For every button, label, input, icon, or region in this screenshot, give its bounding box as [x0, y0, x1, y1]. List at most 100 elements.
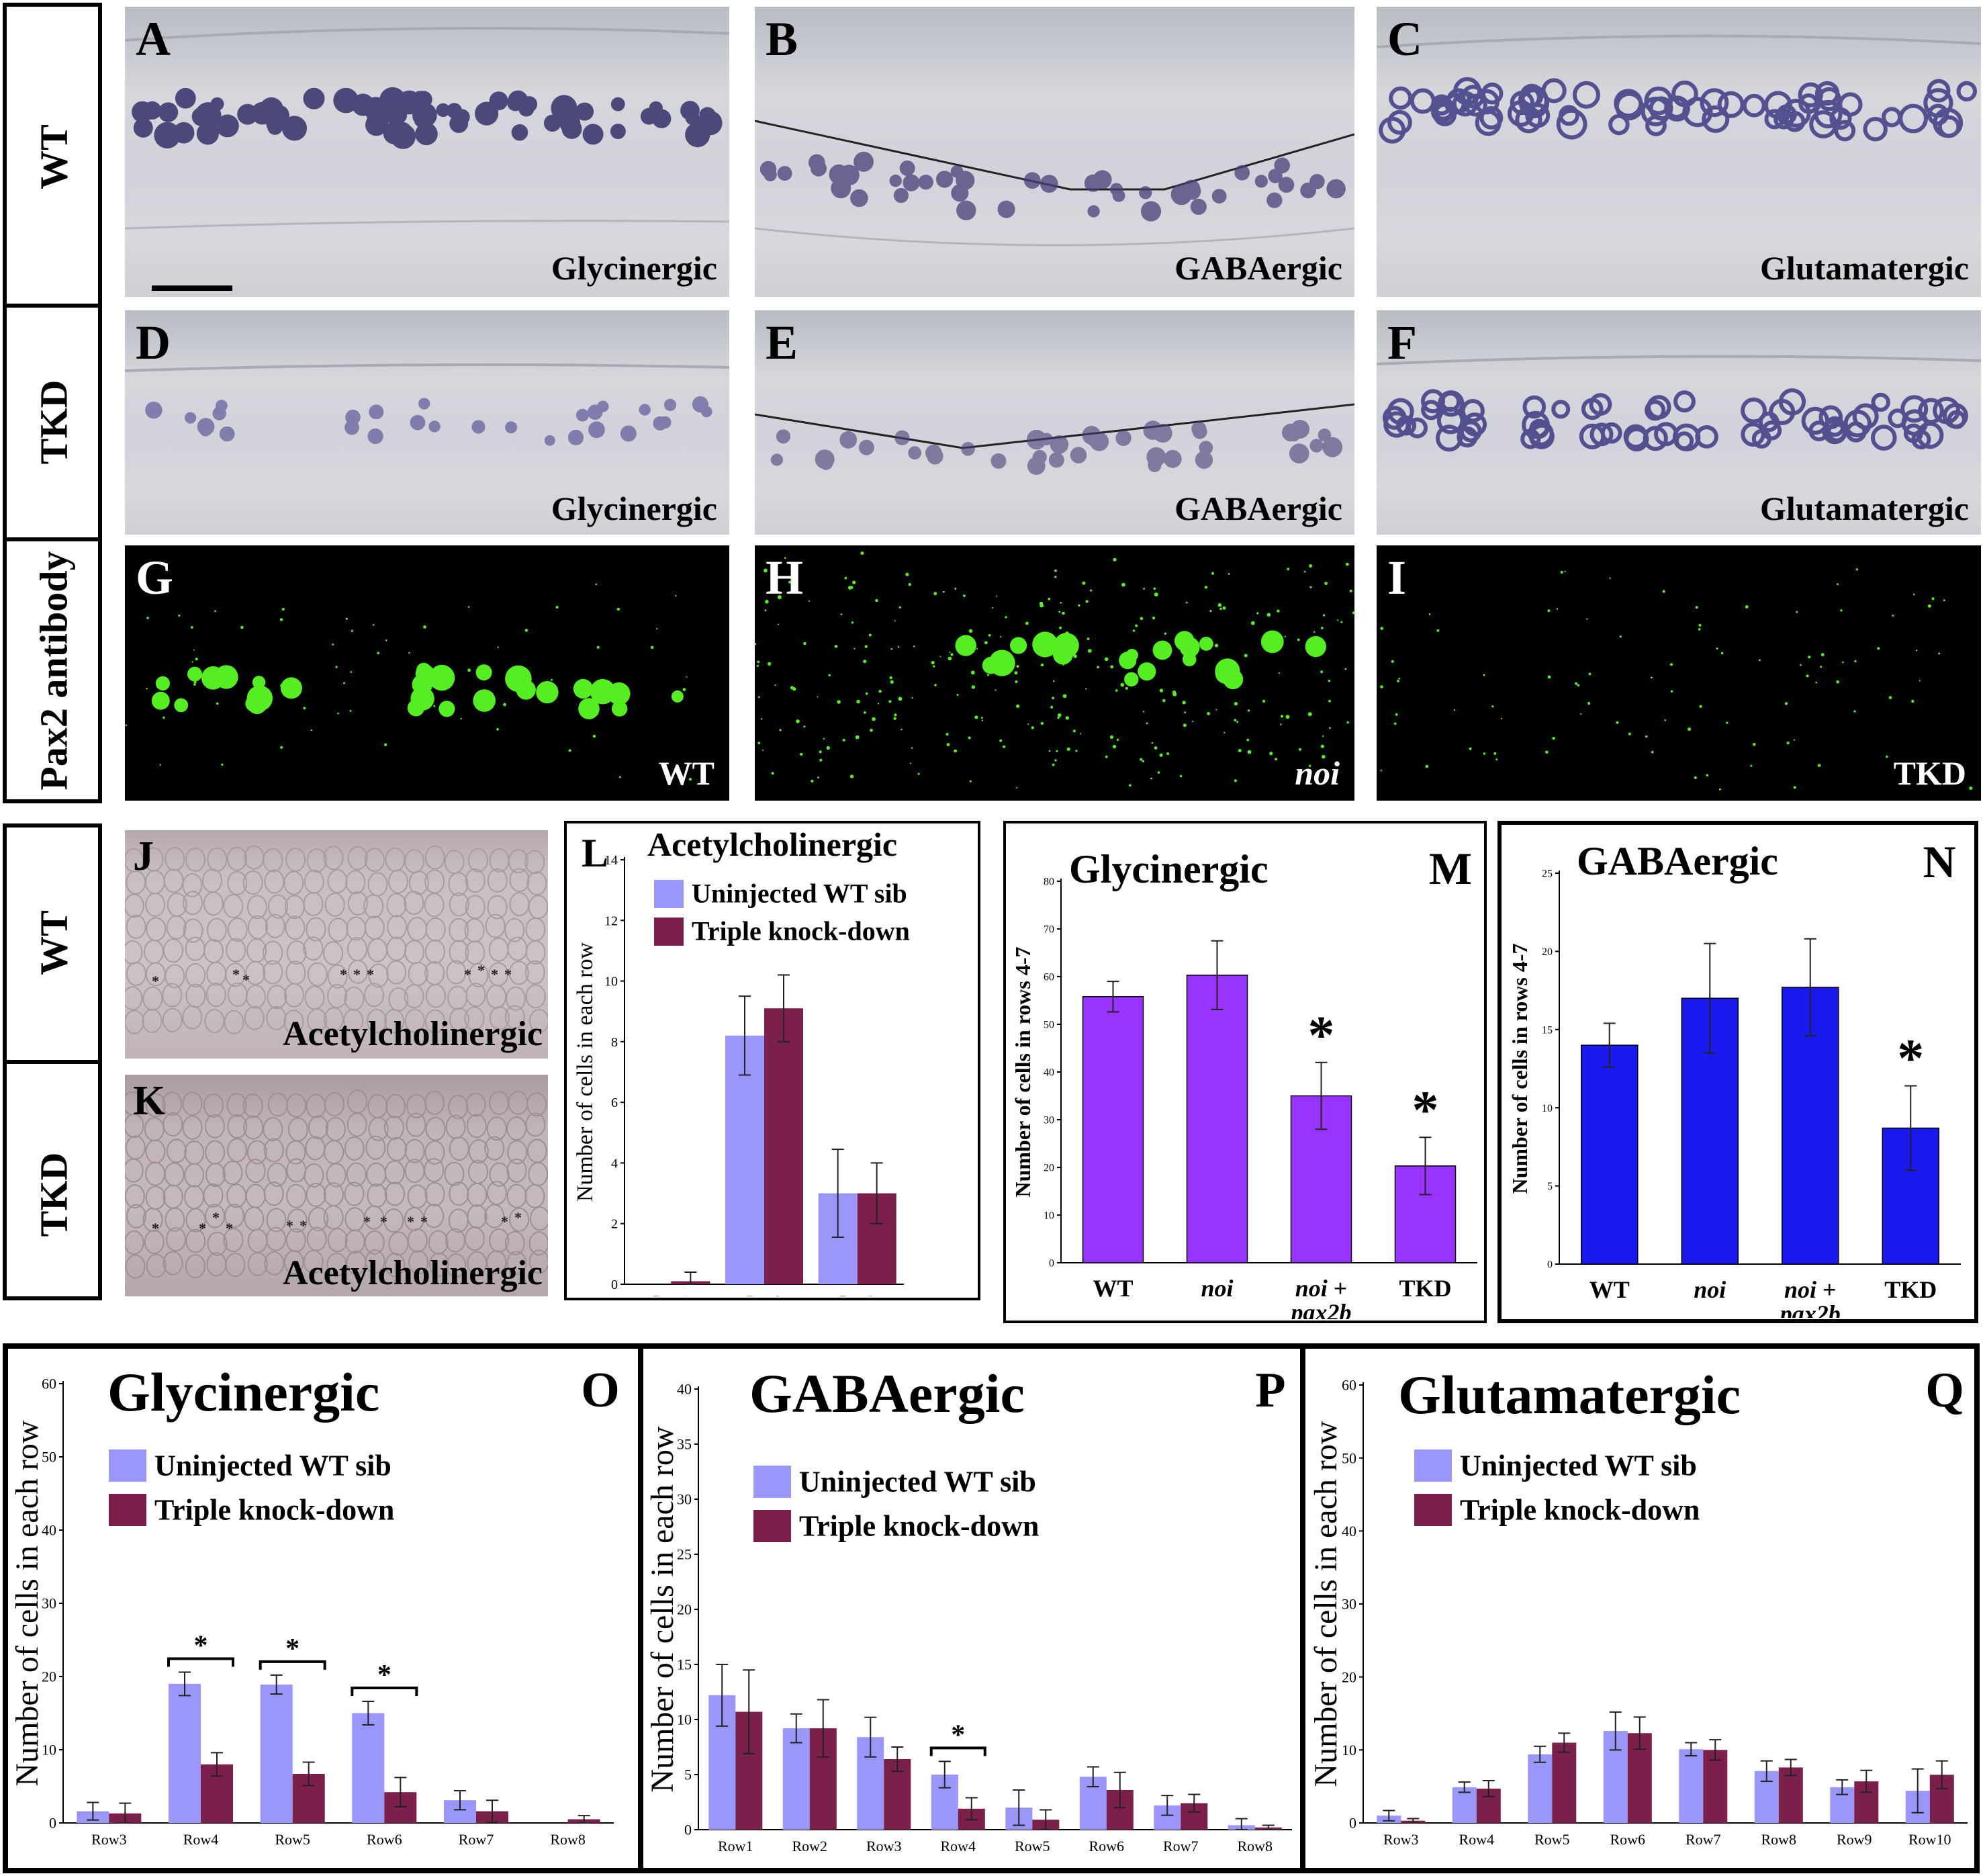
stained-cell [1407, 417, 1428, 439]
background-speck [771, 772, 774, 775]
panel-letter: Q [1925, 1363, 1964, 1418]
tissue-cell [407, 1184, 428, 1209]
tissue-cell [509, 1207, 530, 1232]
background-speck [954, 588, 957, 590]
stained-cell [449, 114, 469, 134]
stained-cell [935, 171, 954, 188]
background-speck [1425, 764, 1429, 768]
tissue-cell [263, 848, 283, 873]
background-speck [1575, 682, 1578, 685]
stained-cell [1184, 182, 1201, 200]
tissue-cell [448, 1094, 469, 1119]
background-speck [686, 676, 688, 678]
background-speck [1285, 715, 1290, 719]
tissue-cell [285, 847, 306, 872]
tissue-cell [344, 1181, 365, 1206]
y-tick-label: 14 [604, 853, 618, 868]
background-speck [159, 764, 161, 766]
tissue-cell [524, 960, 545, 985]
stained-cell [411, 91, 430, 109]
background-speck [1185, 601, 1188, 604]
background-speck [1800, 664, 1802, 666]
background-speck [1146, 722, 1148, 725]
background-speck [1324, 582, 1328, 585]
stained-cell [839, 431, 858, 449]
panel-caption: Acetylcholinergic [283, 1015, 543, 1053]
background-speck [996, 595, 998, 597]
background-speck [837, 700, 841, 704]
y-tick-label: 40 [677, 1381, 692, 1398]
stained-cell [1918, 398, 1944, 425]
background-speck [1179, 774, 1183, 778]
background-speck [1052, 697, 1054, 700]
background-speck [1483, 752, 1486, 755]
background-speck [908, 583, 911, 586]
stained-cell [1741, 397, 1767, 424]
background-speck [1349, 589, 1352, 592]
stained-cell [1843, 409, 1872, 438]
background-speck [303, 707, 306, 710]
tissue-cell [286, 1158, 307, 1183]
stained-cell [1956, 81, 1977, 102]
background-speck [1040, 721, 1044, 725]
background-speck [163, 716, 165, 719]
fluorescence-panel-g: G WT [125, 545, 729, 801]
background-speck [768, 662, 772, 666]
background-speck [1031, 726, 1034, 729]
stained-cell [811, 160, 827, 177]
background-speck [1110, 665, 1114, 669]
tissue-cell [247, 1229, 268, 1253]
background-speck [1912, 593, 1915, 596]
background-speck [757, 660, 760, 664]
tissue-cell [266, 1208, 287, 1233]
stained-cell [1937, 115, 1961, 138]
pax2-positive-cell [955, 635, 976, 656]
tissue-cell [344, 1207, 365, 1232]
background-speck [865, 692, 868, 695]
panel-caption: Glutamatergic [1759, 249, 1969, 287]
tissue-cell [406, 1112, 426, 1137]
y-tick-label: 0 [1547, 1259, 1553, 1271]
background-speck [1886, 755, 1888, 758]
background-speck [1329, 727, 1331, 729]
tissue-cell [468, 1159, 489, 1184]
significance-star: * [951, 1719, 965, 1750]
x-tick-label: Row1 [653, 1292, 689, 1296]
background-speck [1224, 731, 1226, 733]
stained-cell [1927, 79, 1951, 103]
tissue-cell [449, 918, 469, 942]
top-row-label-column [3, 3, 102, 803]
tissue-cell [529, 1009, 548, 1034]
background-speck [823, 738, 825, 740]
stained-cell [1695, 425, 1718, 449]
cell-marker: * [491, 966, 498, 983]
stained-cell [1115, 430, 1132, 446]
panel-caption: GABAergic [1174, 249, 1342, 287]
tissue-cell [267, 1162, 287, 1187]
background-speck [992, 607, 994, 609]
tissue-cell [166, 1138, 187, 1163]
background-speck [905, 572, 909, 576]
tissue-cell [408, 870, 429, 895]
stained-cell [1882, 107, 1902, 128]
tissue-cell [245, 984, 266, 1009]
pax2-positive-cell [439, 701, 455, 717]
stained-cell [281, 116, 308, 141]
tissue-cell [525, 917, 546, 942]
stained-cell [1023, 172, 1041, 189]
stained-cell [925, 444, 942, 461]
tissue-cell [207, 1231, 228, 1256]
background-speck [1817, 764, 1821, 767]
pax2-positive-cell [410, 686, 434, 711]
background-speck [1154, 592, 1158, 597]
tissue-cell [367, 872, 388, 897]
background-speck [1140, 758, 1143, 761]
background-speck [1159, 688, 1164, 693]
bar [260, 1685, 293, 1823]
tissue-cell [466, 1114, 487, 1138]
stained-cell [1871, 425, 1897, 451]
chart-title: GABAergic [1577, 839, 1778, 883]
tissue-cell [185, 963, 206, 987]
background-speck [433, 705, 436, 707]
background-speck [1062, 694, 1067, 699]
